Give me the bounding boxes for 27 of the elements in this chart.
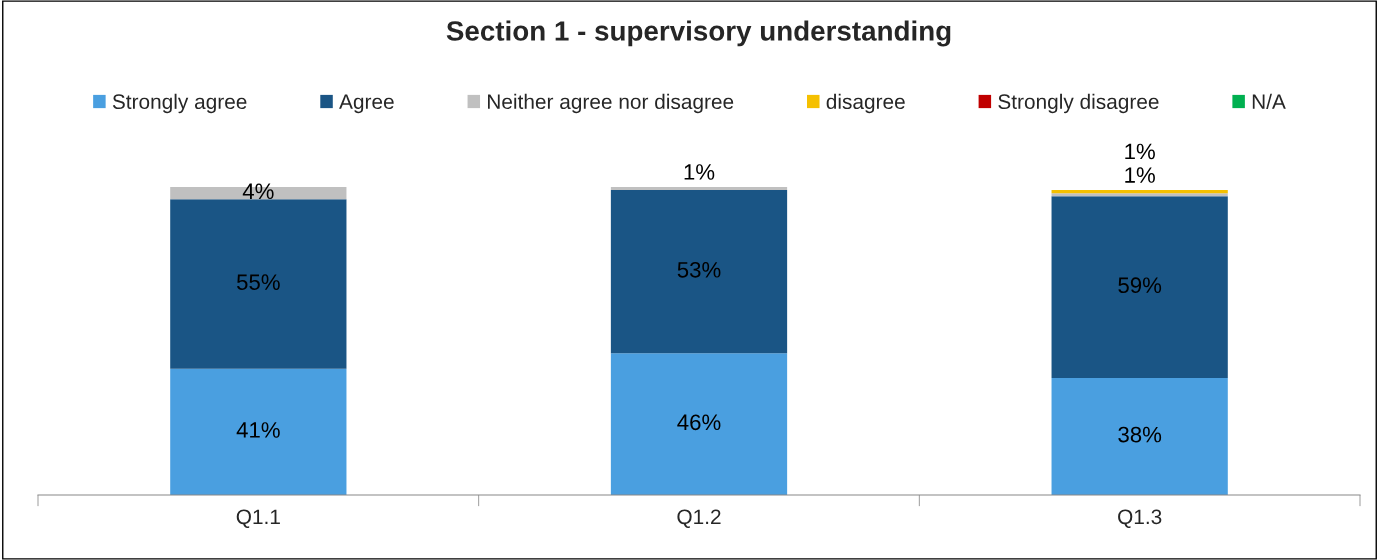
bar (1051, 377, 1228, 495)
bar (610, 353, 788, 495)
bar (610, 190, 788, 354)
legend-label: Strongly disagree (998, 93, 1159, 114)
data-label: 1% (684, 164, 715, 180)
data-label: 38% (1118, 426, 1162, 443)
x-tick-label: Q1.3 (1118, 509, 1162, 528)
bar (170, 368, 347, 495)
data-label: 1% (1125, 167, 1155, 183)
x-tick-label: Q1.2 (677, 509, 721, 528)
data-label: 1% (1125, 143, 1155, 160)
legend-label: N/A (1252, 93, 1286, 110)
legend-label: Agree (339, 94, 394, 114)
x-tick-label: Q1.1 (236, 509, 280, 528)
data-label: 41% (236, 422, 280, 438)
bar (1051, 196, 1228, 378)
legend-label: disagree (826, 93, 905, 114)
chart-title: Section 1 - supervisory understanding (446, 20, 951, 47)
data-label: 53% (677, 261, 721, 278)
data-label: 46% (677, 414, 721, 431)
data-label: 59% (1118, 277, 1162, 294)
data-label: 55% (236, 274, 280, 290)
bar (610, 187, 788, 191)
data-label: 4% (242, 183, 274, 200)
bar (170, 199, 347, 369)
legend-label: Strongly agree (112, 93, 247, 114)
legend-label: Neither agree nor disagree (488, 93, 734, 114)
